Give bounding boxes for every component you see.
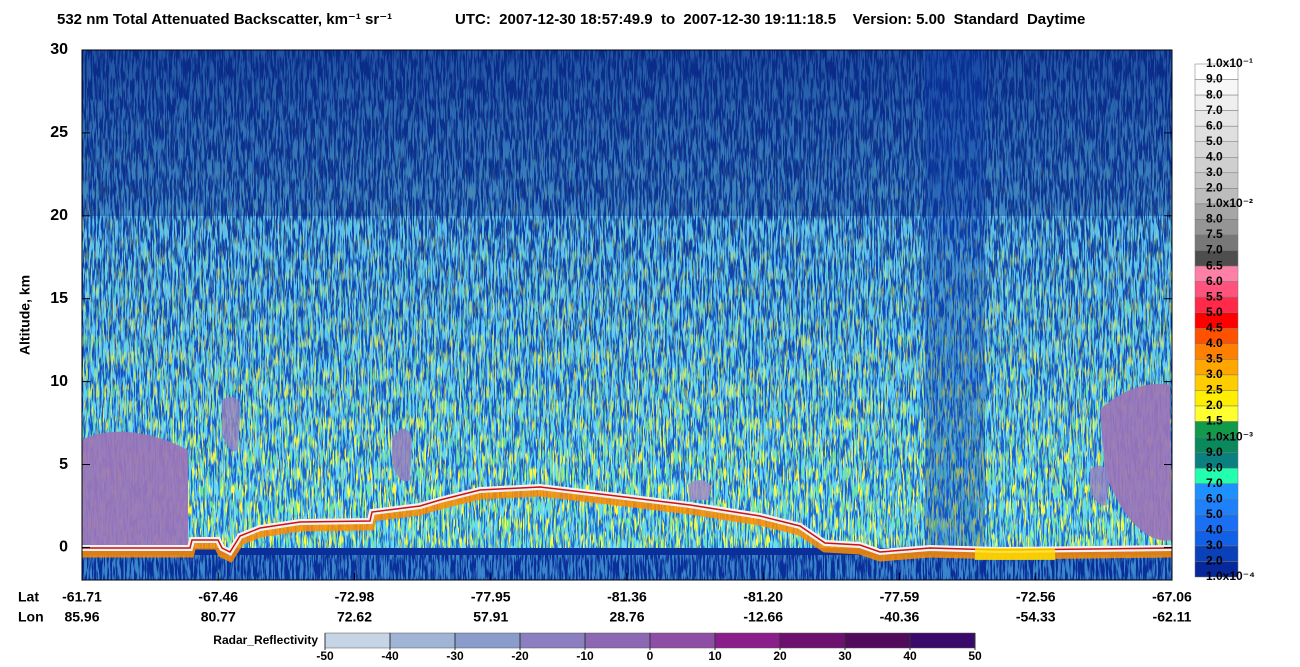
lon-tick-label: 28.76 [609, 609, 644, 625]
colorbar-label: 5.0 [1206, 507, 1223, 521]
lat-tick-label: -81.20 [743, 589, 783, 605]
lon-label: Lon [18, 609, 44, 625]
chart-title: 532 nm Total Attenuated Backscatter, km⁻… [57, 11, 392, 28]
colorbar-label: 1.0x10⁻⁴ [1206, 569, 1255, 583]
colorbar-label: 6.5 [1206, 258, 1223, 272]
lat-tick-label: -67.46 [198, 589, 238, 605]
colorbar-label: 2.0 [1206, 554, 1223, 568]
curtain-image [82, 50, 1172, 580]
colorbar-label: 2.5 [1206, 383, 1223, 397]
lat-tick-label: -72.56 [1016, 589, 1056, 605]
y-tick-label: 20 [50, 207, 68, 224]
lat-tick-label: -61.71 [62, 589, 102, 605]
colorbar-label: 7.0 [1206, 243, 1223, 257]
colorbar-label: 7.0 [1206, 103, 1223, 117]
lon-tick-label: -12.66 [743, 609, 783, 625]
radar-tick-label: -40 [381, 649, 399, 663]
colorbar-label: 8.0 [1206, 212, 1223, 226]
y-tick-label: 5 [59, 456, 68, 473]
colorbar-label: 3.0 [1206, 538, 1223, 552]
radar-colorbar-box [389, 632, 456, 649]
radar-colorbar-box [649, 632, 716, 649]
lon-tick-label: 85.96 [64, 609, 99, 625]
y-tick-label: 10 [50, 373, 68, 390]
radar-colorbar-box [584, 632, 651, 649]
colorbar-label: 7.0 [1206, 476, 1223, 490]
radar-tick-label: -30 [446, 649, 464, 663]
radar-tick-label: 30 [838, 649, 852, 663]
colorbar-label: 6.0 [1206, 274, 1223, 288]
colorbar-label: 9.0 [1206, 445, 1223, 459]
radar-tick-label: 40 [903, 649, 917, 663]
lat-tick-label: -77.59 [880, 589, 920, 605]
colorbar-label: 7.5 [1206, 227, 1223, 241]
y-axis-label: Altitude, km [17, 275, 33, 355]
colorbar-label: 4.0 [1206, 149, 1223, 163]
radar-colorbar-box [844, 632, 911, 649]
y-tick-label: 25 [50, 124, 68, 141]
radar-colorbar-box [779, 632, 846, 649]
lon-tick-label: -40.36 [880, 609, 920, 625]
lat-tick-label: -67.06 [1152, 589, 1192, 605]
colorbar-box [1194, 561, 1239, 578]
radar-colorbar-box [714, 632, 781, 649]
lon-tick-label: -54.33 [1016, 609, 1056, 625]
colorbar-label: 8.0 [1206, 87, 1223, 101]
radar-colorbar-box [324, 632, 391, 649]
colorbar-label: 4.0 [1206, 336, 1223, 350]
lat-tick-label: -77.95 [471, 589, 511, 605]
y-tick-label: 0 [59, 539, 68, 556]
colorbar-label: 1.5 [1206, 414, 1223, 428]
lat-tick-label: -81.36 [607, 589, 647, 605]
colorbar-label: 6.0 [1206, 118, 1223, 132]
radar-tick-label: -10 [576, 649, 594, 663]
colorbar-label: 1.0x10⁻¹ [1206, 56, 1253, 70]
colorbar-label: 5.5 [1206, 289, 1223, 303]
lon-tick-label: 57.91 [473, 609, 508, 625]
colorbar-label: 5.0 [1206, 134, 1223, 148]
y-tick-label: 15 [50, 290, 68, 307]
chart-subtitle: UTC: 2007-12-30 18:57:49.9 to 2007-12-30… [455, 11, 1085, 28]
radar-tick-label: 50 [968, 649, 982, 663]
colorbar-label: 4.0 [1206, 523, 1223, 537]
radar-colorbar-box [519, 632, 586, 649]
colorbar-label: 3.5 [1206, 352, 1223, 366]
radar-tick-label: -20 [511, 649, 529, 663]
colorbar-label: 5.0 [1206, 305, 1223, 319]
y-tick-label: 30 [50, 41, 68, 58]
colorbar-label: 3.0 [1206, 165, 1223, 179]
colorbar-label: 6.0 [1206, 491, 1223, 505]
radar-tick-label: 20 [773, 649, 787, 663]
colorbar-label: 8.0 [1206, 460, 1223, 474]
colorbar-label: 2.0 [1206, 181, 1223, 195]
colorbar-label: 1.0x10⁻³ [1206, 429, 1253, 443]
lon-tick-label: 72.62 [337, 609, 372, 625]
colorbar-label: 3.0 [1206, 367, 1223, 381]
radar-tick-label: 10 [708, 649, 722, 663]
lat-label: Lat [18, 589, 39, 605]
lat-tick-label: -72.98 [335, 589, 375, 605]
radar-colorbar-box [454, 632, 521, 649]
radar-tick-label: 0 [647, 649, 654, 663]
colorbar-label: 4.5 [1206, 320, 1223, 334]
radar-colorbar-label: Radar_Reflectivity [213, 633, 318, 647]
colorbar-label: 2.0 [1206, 398, 1223, 412]
radar-colorbar-box [909, 632, 976, 649]
lon-tick-label: 80.77 [201, 609, 236, 625]
colorbar-label: 1.0x10⁻² [1206, 196, 1253, 210]
lon-tick-label: -62.11 [1153, 609, 1192, 625]
colorbar-label: 9.0 [1206, 72, 1223, 86]
radar-tick-label: -50 [316, 649, 334, 663]
